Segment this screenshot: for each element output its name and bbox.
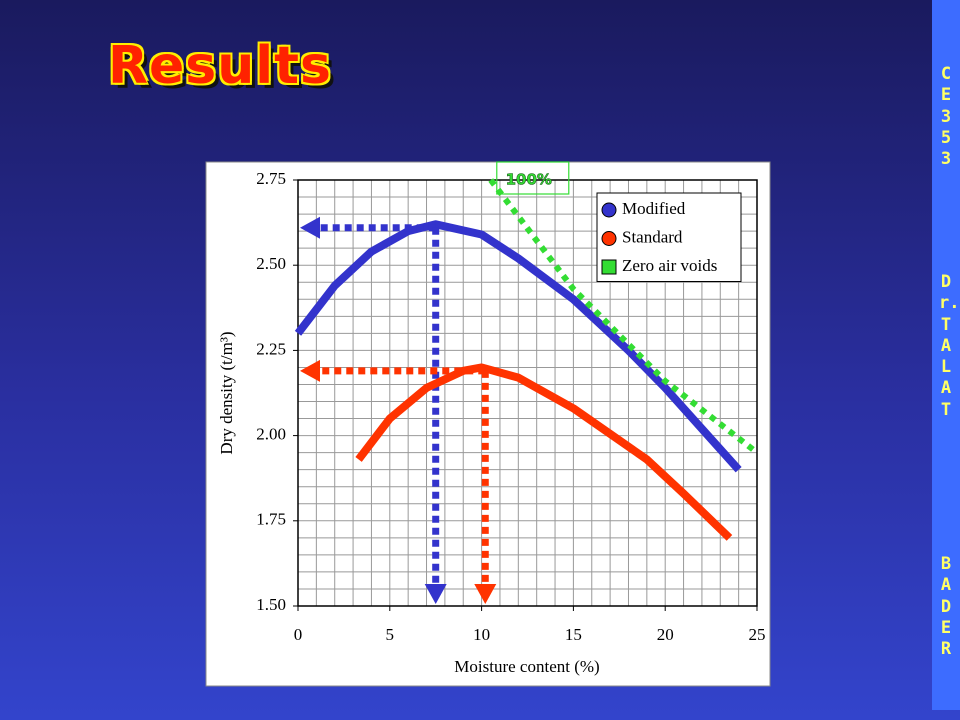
legend-marker	[601, 231, 617, 246]
series-line	[294, 220, 742, 473]
x-tick-label: 15	[565, 625, 582, 644]
legend-marker	[601, 259, 617, 275]
series-line	[488, 178, 759, 456]
x-tick-label: 5	[386, 625, 395, 644]
x-tick-label: 20	[657, 625, 674, 644]
legend-marker	[601, 202, 617, 218]
y-tick-label: 1.75	[256, 510, 286, 529]
legend-label: Standard	[622, 227, 683, 246]
y-tick-label: 2.00	[256, 425, 286, 444]
x-tick-label: 0	[294, 625, 303, 644]
y-tick-label: 2.25	[256, 339, 286, 358]
y-axis-label: Dry density (t/m³)	[217, 331, 236, 454]
legend-label: Modified	[622, 199, 686, 218]
sidebar-text: BADER	[940, 554, 952, 660]
arrow-head	[424, 584, 447, 604]
annotation-box	[496, 161, 570, 195]
sidebar: CE353 Dr.TALAT BADER	[932, 0, 960, 710]
plot-frame	[297, 179, 758, 607]
chart: Moisture content (%) Dry density (t/m³) …	[205, 161, 771, 687]
optimum-arrow	[424, 227, 447, 604]
x-tick-label: 25	[749, 625, 766, 644]
arrow-head	[300, 359, 320, 382]
x-axis-label: Moisture content (%)	[454, 657, 599, 676]
sidebar-text: CE353	[940, 64, 952, 170]
slide-title: Results	[108, 36, 332, 96]
y-tick-label: 2.50	[256, 254, 286, 273]
legend-label: Zero air voids	[622, 256, 717, 275]
y-tick-label: 1.50	[256, 595, 286, 614]
x-tick-label: 10	[473, 625, 490, 644]
legend-box	[596, 192, 742, 282]
optimum-arrow	[300, 359, 486, 382]
arrow-head	[300, 216, 320, 239]
y-tick-label: 2.75	[256, 169, 286, 188]
series-line	[355, 363, 733, 541]
optimum-arrow	[474, 370, 497, 604]
arrow-head	[474, 584, 497, 604]
annotation: 100%	[506, 171, 552, 189]
optimum-arrow	[300, 216, 436, 239]
sidebar-text: Dr.TALAT	[939, 272, 960, 420]
